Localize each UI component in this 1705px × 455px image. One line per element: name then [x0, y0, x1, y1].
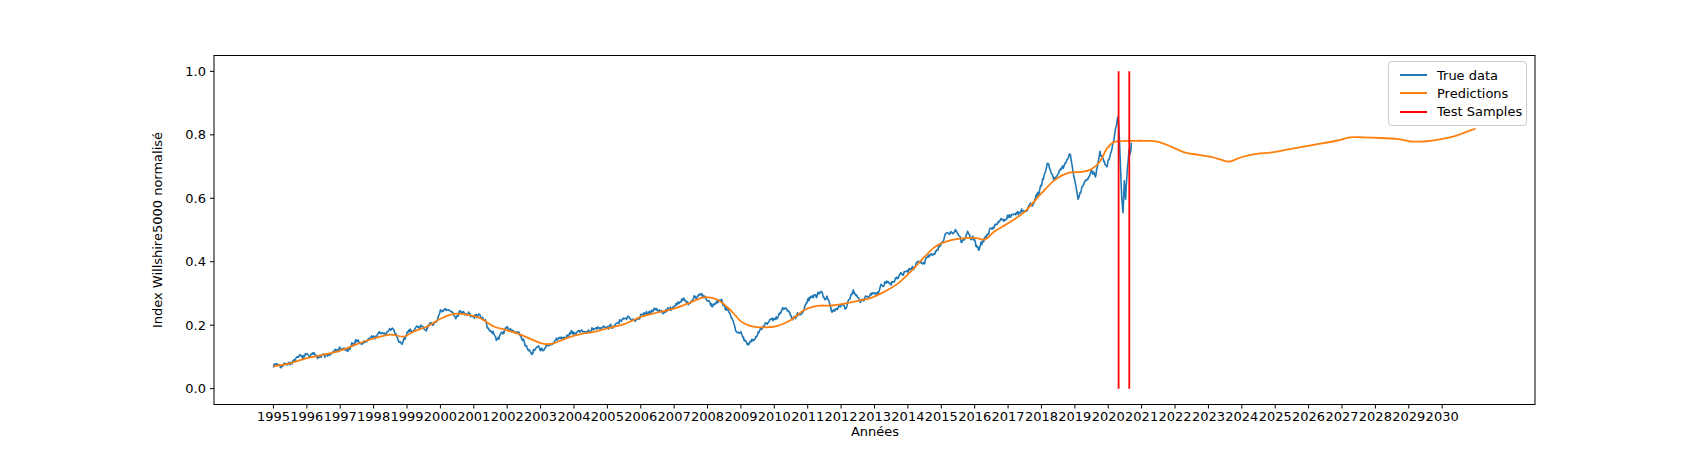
y-tick-label: 1.0: [185, 64, 206, 79]
x-tick-label: 2030: [1426, 409, 1459, 424]
true-data-line-swatch: [1400, 74, 1427, 76]
y-tick-label: 0.2: [185, 318, 206, 333]
axes-spines: [214, 56, 1535, 405]
x-tick-label: 2001: [457, 409, 490, 424]
legend-label-test-samples: Test Samples: [1437, 104, 1522, 119]
y-tick-label: 0.4: [185, 254, 206, 269]
x-tick-label: 2006: [624, 409, 657, 424]
x-tick-label: 2026: [1292, 409, 1325, 424]
x-tick-label: 2020: [1092, 409, 1125, 424]
legend-entry-true-data: True data: [1397, 66, 1519, 84]
legend: True data Predictions Test Samples: [1388, 61, 1527, 126]
x-tick-label: 2025: [1259, 409, 1292, 424]
legend-label-true-data: True data: [1437, 68, 1498, 83]
x-tick-label: 2005: [591, 409, 624, 424]
x-tick-label: 2024: [1225, 409, 1258, 424]
x-tick-label: 1999: [390, 409, 423, 424]
x-tick-label: 2007: [658, 409, 691, 424]
x-tick-label: 1998: [357, 409, 390, 424]
x-tick-label: 2000: [424, 409, 457, 424]
x-tick-label: 2028: [1359, 409, 1392, 424]
x-tick-label: 2010: [758, 409, 791, 424]
legend-entry-predictions: Predictions: [1397, 84, 1519, 102]
x-tick-label: 2012: [825, 409, 858, 424]
y-tick-label: 0.0: [185, 381, 206, 396]
x-tick-label: 2014: [891, 409, 924, 424]
true-data-line: [273, 117, 1131, 368]
x-tick-label: 2008: [691, 409, 724, 424]
predictions-line: [273, 129, 1475, 367]
x-tick-label: 2019: [1058, 409, 1091, 424]
x-tick-label: 2004: [557, 409, 590, 424]
x-tick-label: 2011: [791, 409, 824, 424]
legend-entry-test-samples: Test Samples: [1397, 103, 1519, 121]
test-samples-line-swatch: [1400, 111, 1427, 113]
x-tick-label: 1995: [257, 409, 290, 424]
x-tick-label: 2009: [724, 409, 757, 424]
x-tick-label: 2002: [491, 409, 524, 424]
x-tick-label: 2021: [1125, 409, 1158, 424]
x-tick-label: 2003: [524, 409, 557, 424]
x-tick-label: 2018: [1025, 409, 1058, 424]
x-tick-label: 2022: [1158, 409, 1191, 424]
x-tick-label: 1997: [324, 409, 357, 424]
x-axis-label: Années: [851, 424, 899, 439]
y-tick-label: 0.8: [185, 127, 206, 142]
x-tick-label: 2027: [1325, 409, 1358, 424]
predictions-line-swatch: [1400, 92, 1427, 94]
x-tick-label: 2016: [958, 409, 991, 424]
x-tick-label: 2017: [992, 409, 1025, 424]
y-axis-label: Index Willshire5000 normalisé: [150, 132, 165, 328]
x-tick-label: 1996: [290, 409, 323, 424]
x-tick-label: 2015: [925, 409, 958, 424]
figure: 1995199619971998199920002001200220032004…: [0, 0, 1705, 455]
x-tick-label: 2013: [858, 409, 891, 424]
x-tick-label: 2029: [1392, 409, 1425, 424]
x-tick-label: 2023: [1192, 409, 1225, 424]
legend-label-predictions: Predictions: [1437, 86, 1508, 101]
y-tick-label: 0.6: [185, 191, 206, 206]
